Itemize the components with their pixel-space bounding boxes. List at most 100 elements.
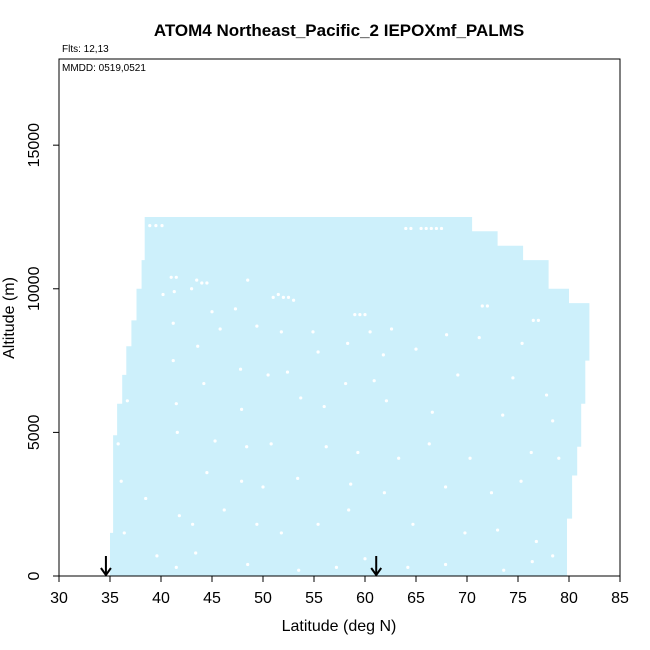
x-tick-label: 45	[203, 590, 221, 607]
x-tick-label: 50	[254, 590, 272, 607]
x-tick-label: 55	[305, 590, 323, 607]
data-gap-point	[501, 413, 505, 417]
data-gap-point	[485, 304, 489, 308]
data-gap-point	[171, 358, 175, 363]
data-gap-point	[381, 353, 385, 357]
coverage-area	[105, 217, 590, 576]
data-gap-point	[529, 450, 533, 455]
chart-title: ATOM4 Northeast_Pacific_2 IEPOXmf_PALMS	[154, 21, 524, 40]
data-gap-point	[296, 476, 300, 480]
data-gap-point	[404, 226, 408, 231]
data-gap-point	[557, 456, 561, 460]
data-gap-point	[409, 226, 413, 231]
data-gap-point	[218, 327, 222, 331]
data-gap-point	[200, 281, 204, 285]
data-gap-point	[530, 560, 534, 564]
data-gap-point	[172, 290, 176, 294]
data-gap-point	[489, 491, 494, 495]
arrow-head	[370, 567, 383, 577]
data-gap-point	[175, 430, 179, 434]
data-gap-point	[534, 539, 538, 544]
data-gap-point	[316, 350, 320, 354]
data-gap-point	[246, 562, 250, 567]
data-gap-point	[544, 393, 549, 397]
data-gap-point	[169, 275, 173, 279]
data-gap-point	[269, 442, 273, 446]
data-gap-point	[480, 304, 484, 308]
data-gap-point	[456, 373, 460, 377]
x-tick-label: 35	[101, 590, 119, 607]
data-gap-point	[536, 318, 541, 322]
data-gap-point	[439, 226, 444, 231]
data-gap-point	[196, 344, 200, 348]
data-gap-point	[443, 562, 448, 567]
data-gap-point	[382, 491, 386, 495]
data-gap-point	[551, 554, 555, 558]
data-gap-point	[245, 445, 249, 449]
data-gap-point	[358, 313, 362, 317]
plot-area	[100, 217, 590, 577]
data-gap-point	[190, 287, 194, 291]
data-gap-point	[246, 278, 250, 282]
data-gap-point	[161, 292, 165, 297]
data-gap-point	[389, 327, 394, 331]
data-gap-point	[177, 514, 181, 518]
data-gap-point	[155, 554, 159, 558]
axes: 30 35 40 45 50 55 60 65 70 75 80 85 0 5000 10000 15000	[26, 113, 629, 607]
data-gap-point	[266, 373, 270, 377]
data-gap-point	[363, 313, 367, 317]
data-gap-point	[292, 298, 296, 302]
data-gap-point	[414, 347, 418, 351]
data-gap-point	[324, 445, 328, 449]
x-tick-label: 85	[611, 590, 629, 607]
data-gap-point	[344, 381, 348, 386]
y-axis-label: Altitude (m)	[1, 277, 18, 359]
data-gap-point	[511, 376, 515, 380]
y-tick-label: 10000	[26, 266, 43, 311]
position-arrow	[100, 556, 112, 577]
data-gap-point	[281, 295, 285, 299]
data-gap-point	[463, 531, 467, 535]
data-gap-point	[519, 479, 523, 483]
data-gap-point	[349, 482, 353, 486]
data-gap-point	[434, 226, 438, 231]
data-gap-point	[255, 324, 259, 328]
data-gap-point	[271, 295, 275, 299]
data-gap-point	[316, 522, 320, 526]
data-gap-point	[279, 330, 283, 334]
data-gap-point	[406, 565, 410, 569]
data-gap-point	[279, 531, 283, 535]
data-gap-point	[411, 522, 415, 526]
data-gap-point	[430, 410, 434, 414]
arrow-head	[100, 567, 112, 577]
y-tick-label: 5000	[26, 414, 43, 450]
x-tick-label: 65	[407, 590, 425, 607]
data-gap-point	[233, 307, 238, 311]
data-gap-point	[191, 522, 195, 526]
data-gap-point	[311, 330, 315, 334]
data-gap-point	[368, 330, 372, 334]
data-gap-point	[119, 479, 123, 483]
data-gap-point	[468, 456, 472, 460]
data-gap-point	[372, 379, 376, 383]
data-gap-point	[285, 370, 290, 374]
y-tick-label: 15000	[26, 123, 43, 168]
x-axis-label: Latitude (deg N)	[282, 618, 397, 635]
data-gap-point	[205, 471, 209, 475]
data-gap-point	[322, 404, 326, 409]
data-gap-point	[222, 508, 226, 512]
data-gap-point	[424, 226, 428, 231]
data-gap-point	[353, 313, 357, 317]
data-gap-point	[125, 399, 129, 403]
data-gap-point	[205, 281, 209, 285]
data-gap-point	[419, 226, 423, 231]
data-gap-point	[397, 456, 401, 460]
data-gap-point	[346, 341, 350, 345]
position-arrow	[370, 556, 383, 577]
data-gap-point	[148, 223, 152, 228]
data-gap-point	[445, 333, 449, 337]
data-gap-point	[194, 551, 198, 555]
data-gap-point	[116, 442, 120, 446]
